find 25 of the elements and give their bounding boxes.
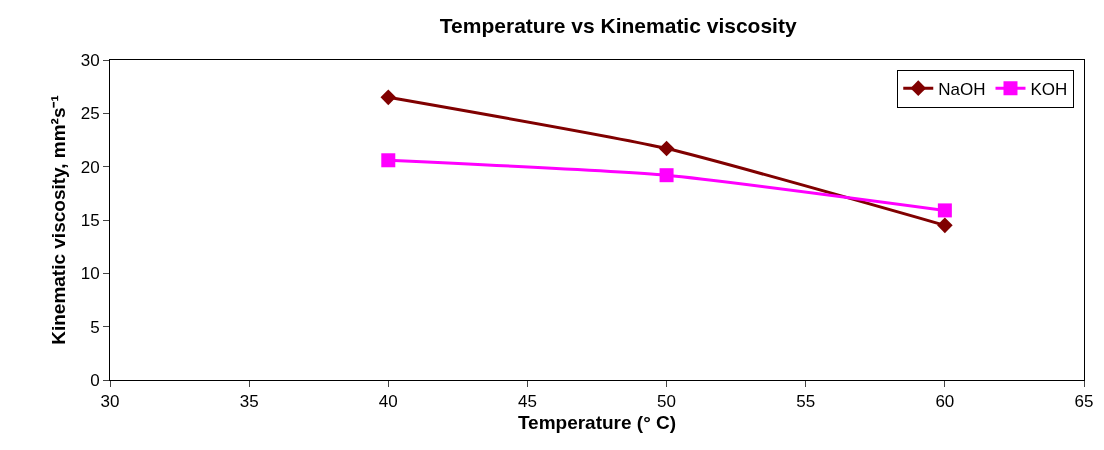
x-tick-label: 65 [1074, 392, 1094, 412]
x-tick-label: 60 [935, 392, 955, 412]
y-tick-label: 25 [80, 104, 100, 124]
y-tick-label: 10 [80, 264, 100, 284]
point [659, 168, 674, 183]
y-tick-label: 30 [80, 50, 100, 70]
legend-label: NaOH [938, 79, 986, 99]
x-tick-label: 45 [517, 392, 537, 412]
y-tick-label: 15 [80, 210, 100, 230]
point [380, 89, 397, 106]
x-axis-title: Temperature (° C) [517, 412, 677, 434]
x-tick-label: 50 [657, 392, 677, 412]
y-axis-title: Kinematic viscosity, mm²s⁻¹ [47, 95, 69, 345]
x-tick-label: 40 [378, 392, 398, 412]
point [658, 140, 675, 157]
y-tick-label: 5 [90, 317, 100, 337]
y-tick-label: 0 [90, 370, 100, 390]
x-tick-label: 55 [796, 392, 816, 412]
y-tick-label: 20 [80, 157, 100, 177]
point [937, 203, 952, 218]
legend-label: KOH [1030, 79, 1068, 99]
x-tick-label: 35 [239, 392, 259, 412]
point [937, 217, 953, 234]
point [381, 153, 396, 168]
chart-title: Temperature vs Kinematic viscosity [439, 13, 797, 37]
